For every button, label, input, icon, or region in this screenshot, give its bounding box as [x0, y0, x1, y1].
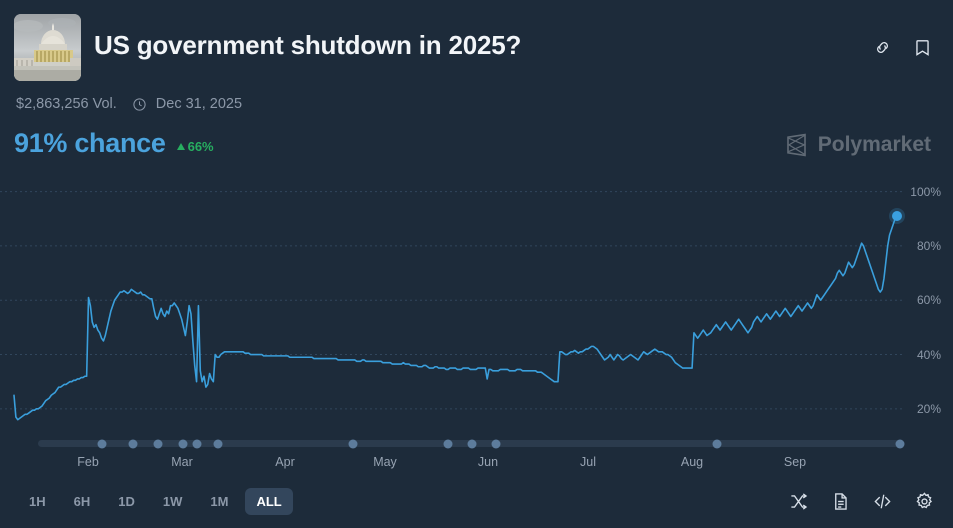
- polymarket-watermark: Polymarket: [785, 133, 931, 157]
- document-icon[interactable]: [829, 490, 851, 512]
- scrubber-event-dot[interactable]: [213, 439, 223, 448]
- x-axis-tick: Jun: [477, 455, 499, 469]
- x-axis-tick: Mar: [171, 455, 193, 469]
- chart-line-yes: [13, 215, 898, 421]
- x-axis-tick: Feb: [77, 455, 99, 469]
- market-thumbnail: [14, 14, 81, 81]
- market-meta: $2,863,256 Vol. Dec 31, 2025: [16, 96, 242, 112]
- delta-value: 66%: [187, 139, 214, 154]
- scrubber-event-dot[interactable]: [97, 439, 107, 448]
- chart-canvas[interactable]: [0, 178, 953, 436]
- code-icon[interactable]: [871, 490, 893, 512]
- price-chart[interactable]: [0, 178, 953, 436]
- x-axis-tick: May: [373, 455, 397, 469]
- delta-badge: 66%: [176, 139, 214, 154]
- x-axis-labels: Feb Mar Apr May Jun Jul Aug Sep: [0, 455, 953, 473]
- bookmark-icon[interactable]: [909, 34, 935, 60]
- range-button-1w[interactable]: 1W: [162, 494, 183, 509]
- scrubber-event-dot[interactable]: [467, 439, 477, 448]
- volume-label: $2,863,256 Vol.: [16, 96, 117, 112]
- end-date-label: Dec 31, 2025: [155, 96, 243, 112]
- gear-icon[interactable]: [913, 490, 935, 512]
- x-axis-tick: Jul: [580, 455, 596, 469]
- market-header: US government shutdown in 2025? $2,863,2…: [0, 0, 953, 158]
- chart-tools: [787, 490, 935, 512]
- endpoint-marker[interactable]: [892, 211, 902, 222]
- range-button-1h[interactable]: 1H: [29, 494, 46, 509]
- x-axis-tick: Apr: [275, 455, 295, 469]
- scrubber-event-dot[interactable]: [153, 439, 163, 448]
- shuffle-icon[interactable]: [787, 490, 809, 512]
- header-actions: [869, 34, 935, 60]
- scrubber-event-dot[interactable]: [348, 439, 358, 448]
- range-button-6h[interactable]: 6H: [73, 494, 91, 509]
- scrubber-event-dot[interactable]: [192, 439, 202, 448]
- timeline-scrubber[interactable]: [38, 439, 905, 448]
- scrubber-event-dot[interactable]: [895, 439, 905, 448]
- triangle-up-icon: [176, 143, 185, 150]
- chance-value: 91% chance: [14, 128, 166, 158]
- clock-icon: [132, 97, 147, 112]
- range-button-1d[interactable]: 1D: [118, 494, 135, 509]
- range-button-1m[interactable]: 1M: [210, 494, 229, 509]
- x-axis-tick: Sep: [783, 455, 807, 469]
- scrubber-event-dot[interactable]: [491, 439, 501, 448]
- range-selector[interactable]: 1H 6H 1D 1W 1M ALL: [18, 488, 293, 515]
- chance-row: 91% chance 66%: [14, 128, 214, 159]
- range-button-all[interactable]: ALL: [245, 488, 293, 515]
- link-icon[interactable]: [869, 34, 895, 60]
- scrubber-event-dot[interactable]: [178, 439, 188, 448]
- us-capitol-photo: [14, 14, 81, 81]
- brand-name: Polymarket: [817, 133, 931, 156]
- scrubber-event-dot[interactable]: [443, 439, 453, 448]
- scrubber-event-dot[interactable]: [712, 439, 722, 448]
- polymarket-logo: [785, 133, 809, 157]
- chart-footer: 1H 6H 1D 1W 1M ALL: [0, 478, 953, 528]
- scrubber-event-dot[interactable]: [128, 439, 138, 448]
- x-axis-tick: Aug: [680, 455, 704, 469]
- page-title: US government shutdown in 2025?: [94, 30, 522, 60]
